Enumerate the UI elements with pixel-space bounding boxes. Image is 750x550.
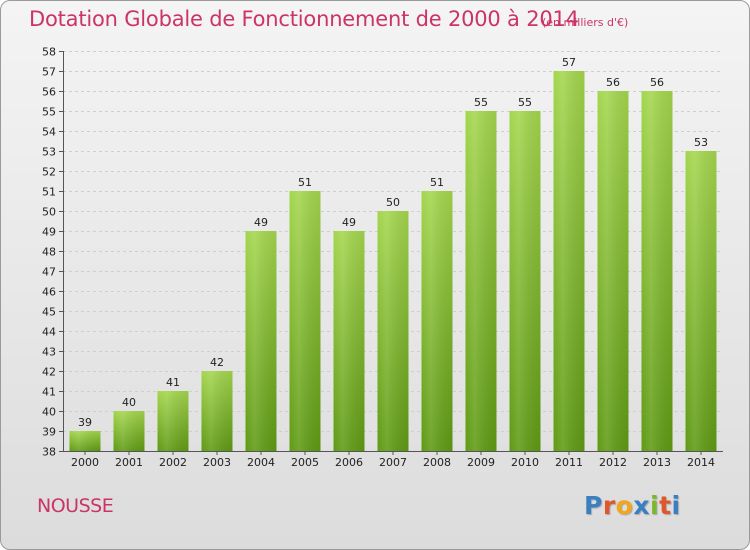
y-tick-label: 54 [42, 126, 56, 139]
bar-value-label: 42 [210, 356, 224, 369]
bar-value-label: 57 [562, 56, 576, 69]
y-tick-label: 42 [42, 366, 56, 379]
y-tick-label: 47 [42, 266, 56, 279]
y-tick-label: 48 [42, 246, 56, 259]
x-tick-label: 2006 [335, 456, 363, 469]
y-tick-label: 52 [42, 166, 56, 179]
y-tick-label: 57 [42, 66, 56, 79]
y-tick-label: 38 [42, 446, 56, 459]
chart-unit: (en milliers d'€) [542, 16, 629, 29]
x-tick-label: 2002 [159, 456, 187, 469]
bar-value-label: 53 [694, 136, 708, 149]
logo-letter: x [633, 491, 650, 520]
bar-shine [465, 111, 497, 451]
bar-value-label: 51 [430, 176, 444, 189]
bar-value-label: 49 [254, 216, 268, 229]
bar-shine [201, 371, 233, 451]
y-tick-label: 45 [42, 306, 56, 319]
bar-value-label: 50 [386, 196, 400, 209]
y-tick-label: 58 [42, 46, 56, 59]
y-tick-label: 46 [42, 286, 56, 299]
x-tick-label: 2013 [643, 456, 671, 469]
x-tick-label: 2007 [379, 456, 407, 469]
logo-letter: P [584, 491, 603, 520]
logo-letter: r [602, 491, 616, 520]
bar-shine [377, 211, 409, 451]
x-tick-label: 2014 [687, 456, 715, 469]
bar-value-label: 51 [298, 176, 312, 189]
bar-shine [245, 231, 277, 451]
y-tick-label: 51 [42, 186, 56, 199]
y-tick-label: 41 [42, 386, 56, 399]
bar-shine [597, 91, 629, 451]
x-tick-label: 2008 [423, 456, 451, 469]
bar-shine [641, 91, 673, 451]
chart-title: Dotation Globale de Fonctionnement de 20… [29, 7, 579, 31]
x-tick-label: 2012 [599, 456, 627, 469]
bar-shine [333, 231, 365, 451]
x-tick-label: 2003 [203, 456, 231, 469]
logo-letter: i [671, 491, 681, 520]
y-tick-label: 50 [42, 206, 56, 219]
commune-name: NOUSSE [37, 495, 114, 517]
bar-value-label: 56 [650, 76, 664, 89]
axes [59, 51, 723, 455]
y-tick-label: 49 [42, 226, 56, 239]
y-tick-label: 43 [42, 346, 56, 359]
x-tick-label: 2011 [555, 456, 583, 469]
proxiti-logo: Proxiti [584, 491, 681, 520]
logo-letter: o [615, 491, 634, 520]
x-tick-label: 2000 [71, 456, 99, 469]
y-tick-label: 44 [42, 326, 56, 339]
y-tick-label: 55 [42, 106, 56, 119]
bar-shine [69, 431, 101, 451]
bar-shine [421, 191, 453, 451]
bar-value-label: 41 [166, 376, 180, 389]
y-tick-label: 40 [42, 406, 56, 419]
bar-value-label: 39 [78, 416, 92, 429]
logo-letter: i [650, 491, 660, 520]
bar-shine [289, 191, 321, 451]
x-tick-label: 2001 [115, 456, 143, 469]
labels: 38 39 40 41 42 43 44 45 46 47 48 49 50 51 52 53 54 55 56 57… [42, 46, 715, 470]
x-tick-label: 2005 [291, 456, 319, 469]
bar-value-label: 55 [474, 96, 488, 109]
bar-value-label: 56 [606, 76, 620, 89]
y-tick-label: 39 [42, 426, 56, 439]
bar-shine [113, 411, 145, 451]
x-tick-label: 2009 [467, 456, 495, 469]
y-tick-label: 53 [42, 146, 56, 159]
bar-shine [553, 71, 585, 451]
bar-value-label: 55 [518, 96, 532, 109]
logo-letter: t [659, 491, 672, 520]
y-tick-label: 56 [42, 86, 56, 99]
bar-shine [157, 391, 189, 451]
bar-shine [685, 151, 717, 451]
bar-value-label: 40 [122, 396, 136, 409]
bar-value-label: 49 [342, 216, 356, 229]
x-tick-label: 2010 [511, 456, 539, 469]
x-tick-label: 2004 [247, 456, 275, 469]
bars [69, 71, 717, 451]
bar-shine [509, 111, 541, 451]
